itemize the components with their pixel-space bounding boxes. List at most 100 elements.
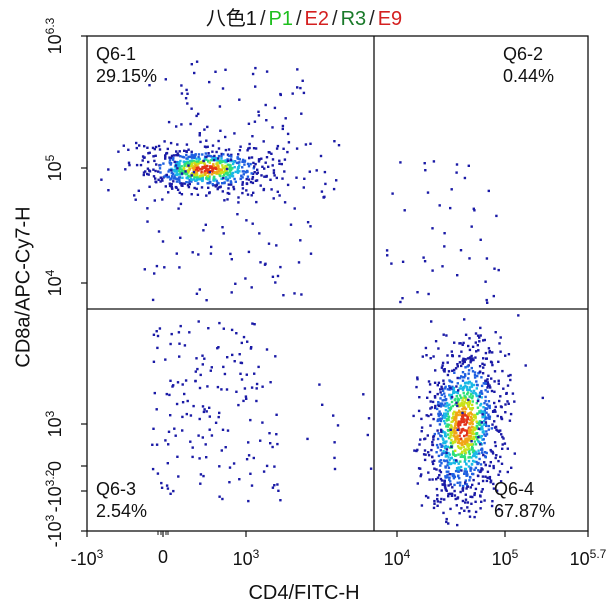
event-dot-sparse bbox=[239, 353, 241, 355]
event-dot-sparse bbox=[192, 446, 194, 448]
event-dot-sparse bbox=[431, 461, 433, 463]
event-dot-sparse bbox=[299, 87, 301, 89]
event-dot-sparse bbox=[221, 498, 223, 500]
quadrant-q6-2-percent: 0.44% bbox=[503, 66, 554, 86]
x-tick-label: 0 bbox=[158, 547, 168, 568]
event-dot-cd8 bbox=[201, 180, 203, 182]
event-dot-cd4 bbox=[483, 461, 485, 463]
event-dot-cd4 bbox=[445, 409, 447, 411]
event-dot-sparse bbox=[147, 161, 149, 163]
event-dot-sparse bbox=[189, 183, 191, 185]
event-dot-cd4 bbox=[424, 438, 426, 440]
event-dot-cd4 bbox=[478, 410, 480, 412]
y-axis-label: CD8a/APC-Cy7-H bbox=[13, 206, 36, 367]
event-dot-cd4 bbox=[467, 357, 469, 359]
event-dot-cd4 bbox=[491, 505, 493, 507]
event-dot-cd4 bbox=[491, 423, 493, 425]
event-dot-cd4 bbox=[441, 479, 443, 481]
event-dot-cd4 bbox=[489, 386, 491, 388]
event-dot-sparse bbox=[143, 157, 145, 159]
event-dot-cd4 bbox=[476, 384, 478, 386]
event-dot-cd8 bbox=[237, 170, 239, 172]
event-dot-cd8 bbox=[199, 168, 201, 170]
event-dot-cd4 bbox=[467, 501, 469, 503]
event-dot-cd4 bbox=[471, 367, 473, 369]
event-dot-cd4 bbox=[463, 407, 465, 409]
event-dot-sparse bbox=[268, 432, 270, 434]
event-dot-cd8 bbox=[255, 201, 257, 203]
event-dot-sparse bbox=[186, 102, 188, 104]
event-dot-cd8 bbox=[210, 155, 212, 157]
event-dot-cd4 bbox=[428, 380, 430, 382]
event-dot-sparse bbox=[161, 487, 163, 489]
event-dot-sparse bbox=[298, 261, 300, 263]
event-dot-sparse bbox=[234, 360, 236, 362]
event-dot-sparse bbox=[284, 201, 286, 203]
event-dot-cd8 bbox=[179, 176, 181, 178]
event-dot-sparse bbox=[199, 141, 201, 143]
event-dot-cd8 bbox=[197, 182, 199, 184]
event-dot-cd4 bbox=[468, 396, 470, 398]
event-dot-cd4 bbox=[469, 456, 471, 458]
event-dot-sparse bbox=[209, 429, 211, 431]
event-dot-cd4 bbox=[432, 355, 434, 357]
event-dot-sparse bbox=[333, 140, 335, 142]
event-dot-sparse bbox=[218, 412, 220, 414]
event-dot-cd8 bbox=[157, 170, 159, 172]
event-dot-sparse bbox=[309, 143, 311, 145]
event-dot-cd4 bbox=[427, 434, 429, 436]
event-dot-sparse bbox=[427, 191, 429, 193]
event-dot-sparse bbox=[172, 490, 174, 492]
event-dot-cd4 bbox=[500, 433, 502, 435]
event-dot-cd8 bbox=[216, 171, 218, 173]
event-dot-sparse bbox=[178, 331, 180, 333]
event-dot-sparse bbox=[443, 232, 445, 234]
event-dot-sparse bbox=[333, 441, 335, 443]
quadrant-q6-1-name: Q6-1 bbox=[96, 44, 136, 64]
event-dot-sparse bbox=[202, 405, 204, 407]
event-dot-sparse bbox=[231, 354, 233, 356]
event-dot-sparse bbox=[226, 198, 228, 200]
event-dot-cd4 bbox=[473, 452, 475, 454]
event-dot-cd4 bbox=[462, 500, 464, 502]
event-dot-sparse bbox=[248, 251, 250, 253]
event-dot-cd4 bbox=[420, 418, 422, 420]
event-dot-cd4 bbox=[480, 467, 482, 469]
event-dot-sparse bbox=[237, 201, 239, 203]
event-dot-sparse bbox=[296, 86, 298, 88]
event-dot-cd4 bbox=[473, 429, 475, 431]
event-dot-sparse bbox=[196, 368, 198, 370]
event-dot-sparse bbox=[124, 168, 126, 170]
event-dot-cd4 bbox=[457, 445, 459, 447]
event-dot-sparse bbox=[191, 174, 193, 176]
event-dot-cd4 bbox=[459, 361, 461, 363]
event-dot-sparse bbox=[444, 368, 446, 370]
event-dot-sparse bbox=[167, 443, 169, 445]
event-dot-cd4 bbox=[416, 376, 418, 378]
event-dot-sparse bbox=[324, 183, 326, 185]
event-dot-cd4 bbox=[450, 432, 452, 434]
event-dot-cd8 bbox=[185, 181, 187, 183]
event-dot-sparse bbox=[241, 192, 243, 194]
event-dot-cd4 bbox=[459, 411, 461, 413]
tick-exponent: 5 bbox=[43, 155, 57, 162]
event-dot-sparse bbox=[425, 354, 427, 356]
event-dot-cd8 bbox=[229, 176, 231, 178]
event-dot-cd4 bbox=[455, 470, 457, 472]
event-dot-cd8 bbox=[256, 169, 258, 171]
event-dot-cd4 bbox=[468, 373, 470, 375]
event-dot-sparse bbox=[290, 224, 292, 226]
event-dot-cd8 bbox=[237, 162, 239, 164]
tick-base: -10 bbox=[45, 486, 65, 512]
event-dot-cd8 bbox=[239, 149, 241, 151]
event-dot-cd4 bbox=[462, 485, 464, 487]
event-dot-cd4 bbox=[442, 437, 444, 439]
event-dot-cd4 bbox=[454, 398, 456, 400]
event-dot-sparse bbox=[199, 288, 201, 290]
event-dot-sparse bbox=[441, 265, 443, 267]
event-dot-cd4 bbox=[490, 377, 492, 379]
event-dot-cd4 bbox=[497, 415, 499, 417]
event-dot-sparse bbox=[222, 429, 224, 431]
event-dot-cd4 bbox=[425, 347, 427, 349]
event-dot-sparse bbox=[177, 475, 179, 477]
